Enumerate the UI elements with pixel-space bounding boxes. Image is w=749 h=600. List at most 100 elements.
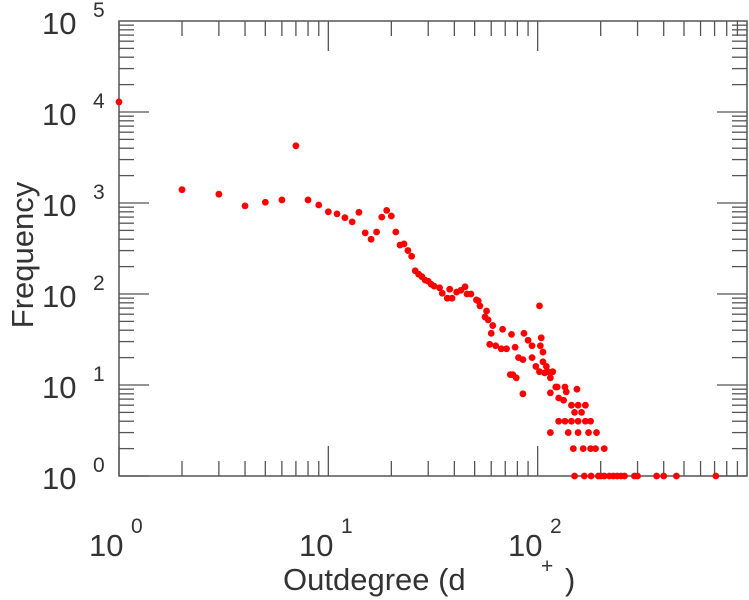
data-point [373,228,380,236]
data-point [549,368,557,376]
data-point [546,374,554,382]
data-point [241,202,249,210]
data-point [574,429,582,436]
data-point [503,345,510,353]
data-point [484,316,492,324]
data-point [553,383,561,391]
x-tick-label: 10 2 [508,515,562,563]
data-point [581,401,589,409]
data-point [497,345,505,353]
data-point [519,390,527,398]
data-point [492,342,500,350]
data-point [443,294,451,302]
data-point [361,229,369,237]
x-tick-label: 10 0 [89,515,143,563]
data-point [573,385,581,393]
data-point [446,285,454,293]
data-point [387,212,395,220]
data-point [519,356,527,364]
data-point [499,325,507,333]
svg-text:0: 0 [93,454,105,477]
data-point [569,445,577,453]
data-point [560,396,567,404]
svg-text:Outdegree (d: Outdegree (d [283,562,466,597]
svg-text:5: 5 [93,0,105,22]
x-tick-label: 10 1 [299,515,353,563]
data-point [348,218,356,226]
data-point [333,210,341,218]
data-point [367,235,375,243]
data-point [600,472,608,480]
data-point [561,417,569,425]
data-point [261,198,269,206]
data-point [400,240,408,248]
svg-text:2: 2 [93,272,105,295]
data-point [544,368,552,376]
data-point [524,336,532,344]
data-point [487,329,495,337]
data-point [536,342,544,350]
data-point [587,417,594,425]
data-point [520,329,528,337]
data-point [562,388,570,396]
data-point [215,190,223,198]
y-tick-label: 10 3 [42,181,105,223]
data-point [546,429,554,436]
data-point [278,196,286,204]
data-point [489,322,497,329]
data-point [574,401,582,409]
data-point [581,417,589,425]
data-point [292,142,300,150]
data-point [621,472,628,480]
data-point [653,472,661,480]
data-point [600,445,608,453]
data-point [712,472,720,480]
data-point [178,186,186,194]
data-point [673,472,680,480]
data-point [536,368,543,376]
data-point [579,445,587,453]
data-point [542,363,550,370]
svg-text:1: 1 [341,515,353,538]
data-point [467,290,475,298]
data-point [532,363,540,370]
data-point [315,201,323,209]
data-point [436,284,443,292]
svg-text:10: 10 [42,461,76,496]
data-point [592,445,599,453]
data-point [537,334,545,342]
data-point [546,389,554,397]
data-point [115,98,123,106]
data-point [571,472,578,480]
data-point [585,429,592,436]
data-point [383,206,391,214]
data-point [660,472,668,480]
svg-text:): ) [565,562,575,597]
data-point [536,302,543,310]
svg-text:3: 3 [93,181,105,204]
data-point [408,252,416,260]
data-point [528,354,536,362]
svg-text:10: 10 [299,528,333,563]
svg-text:1: 1 [93,363,105,386]
data-point [568,401,575,409]
data-point [324,208,332,216]
data-point [539,348,547,356]
svg-text:10: 10 [42,188,76,223]
data-point [378,213,386,221]
data-point [580,472,588,480]
svg-text:10: 10 [42,370,76,405]
data-point [508,330,515,338]
svg-text:10: 10 [42,6,76,41]
data-point [587,472,595,480]
data-point [392,228,400,236]
data-point [568,417,575,425]
svg-text:+: + [541,555,553,578]
data-point [574,417,582,425]
data-point [483,307,490,315]
axis-ticks [118,21,747,477]
data-point [571,408,578,416]
svg-text:2: 2 [550,515,562,538]
data-point [587,445,594,453]
data-point [355,208,363,216]
